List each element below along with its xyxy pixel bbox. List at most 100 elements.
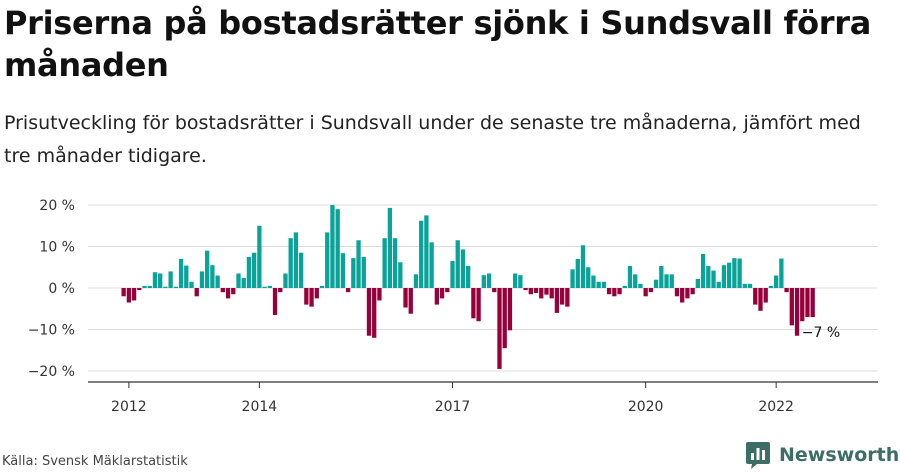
bar — [189, 281, 194, 288]
value-annotation: −7 % — [802, 325, 840, 341]
bar — [784, 288, 789, 293]
x-tick-label: 2020 — [628, 399, 664, 415]
bar — [570, 269, 575, 288]
bar — [680, 288, 685, 303]
y-axis-ticks: 20 % 10 % 0 % −10 % −20 % — [28, 198, 75, 380]
bar — [674, 288, 680, 297]
bar — [742, 283, 747, 288]
bar — [669, 274, 674, 289]
bar — [319, 285, 325, 289]
x-tick-label: 2014 — [242, 399, 278, 415]
bar — [753, 288, 758, 305]
bar — [486, 273, 492, 289]
bar — [711, 270, 716, 288]
bar — [121, 288, 126, 297]
bar — [596, 281, 601, 288]
bar — [612, 288, 617, 297]
y-tick-label: −10 % — [28, 323, 75, 339]
bar — [382, 238, 387, 288]
bar — [653, 279, 659, 288]
bar — [236, 273, 241, 289]
bar — [392, 238, 398, 288]
bar — [439, 288, 445, 299]
bar — [466, 266, 471, 288]
bar — [142, 285, 147, 289]
bar — [606, 288, 612, 295]
bar — [575, 258, 580, 288]
bar — [131, 288, 137, 301]
bar — [158, 273, 163, 289]
bar — [267, 285, 272, 289]
bar — [325, 232, 330, 288]
bar — [163, 286, 168, 288]
bar — [706, 266, 711, 288]
y-tick-label: 20 % — [39, 198, 75, 214]
chart-title: Priserna på bostadsrätter sjönk i Sundsv… — [4, 4, 872, 84]
bar — [732, 258, 737, 288]
bar — [768, 285, 774, 289]
bar — [533, 288, 539, 293]
bar — [758, 288, 763, 311]
bar — [617, 288, 622, 295]
bar — [309, 288, 314, 307]
bar — [700, 253, 706, 288]
y-tick-label: 0 % — [48, 281, 75, 297]
bar — [178, 258, 184, 288]
bar — [340, 253, 346, 288]
bar — [601, 281, 607, 288]
bar — [805, 288, 810, 318]
bar — [716, 281, 721, 288]
y-tick-label: 10 % — [39, 240, 75, 256]
bar — [335, 209, 340, 288]
bar — [643, 288, 648, 297]
bar — [789, 288, 794, 326]
bar — [241, 278, 246, 288]
bar — [638, 283, 643, 288]
bar — [518, 275, 523, 288]
bar — [147, 285, 152, 289]
bar — [507, 288, 513, 331]
chart-subtitle: Prisutveckling för bostadsrätter i Sunds… — [4, 112, 861, 167]
bar — [366, 288, 372, 336]
bar — [481, 275, 486, 288]
bar — [205, 250, 210, 288]
bar — [497, 288, 502, 369]
bar — [721, 265, 727, 289]
bar — [695, 278, 700, 288]
bar — [194, 288, 199, 297]
bar — [690, 288, 695, 295]
bar — [460, 249, 466, 289]
bar — [586, 267, 591, 288]
bar — [554, 288, 560, 313]
bar — [199, 271, 205, 288]
bar — [580, 245, 586, 288]
bar — [408, 288, 413, 314]
bar — [304, 288, 309, 305]
bar — [288, 238, 293, 288]
x-tick-label: 2017 — [435, 399, 471, 415]
bar — [737, 258, 742, 288]
brand-logo[interactable]: Newsworthy — [745, 440, 900, 470]
bar — [513, 273, 518, 289]
bar — [257, 225, 262, 288]
bar — [664, 274, 669, 289]
bar — [779, 258, 784, 288]
bar — [262, 286, 267, 288]
bar — [492, 288, 497, 293]
bar — [231, 288, 236, 295]
bar — [727, 262, 732, 289]
bar — [549, 288, 554, 299]
bar — [591, 275, 596, 288]
bar — [434, 288, 439, 305]
bar — [800, 288, 805, 322]
newsworthy-logo-icon — [746, 442, 770, 469]
bar — [225, 288, 231, 299]
bar — [622, 285, 627, 289]
bar — [126, 288, 132, 303]
bars — [121, 205, 815, 369]
brand-name: Newsworthy — [779, 444, 900, 466]
bar — [252, 252, 257, 288]
bar — [471, 288, 476, 319]
bar — [152, 272, 158, 288]
